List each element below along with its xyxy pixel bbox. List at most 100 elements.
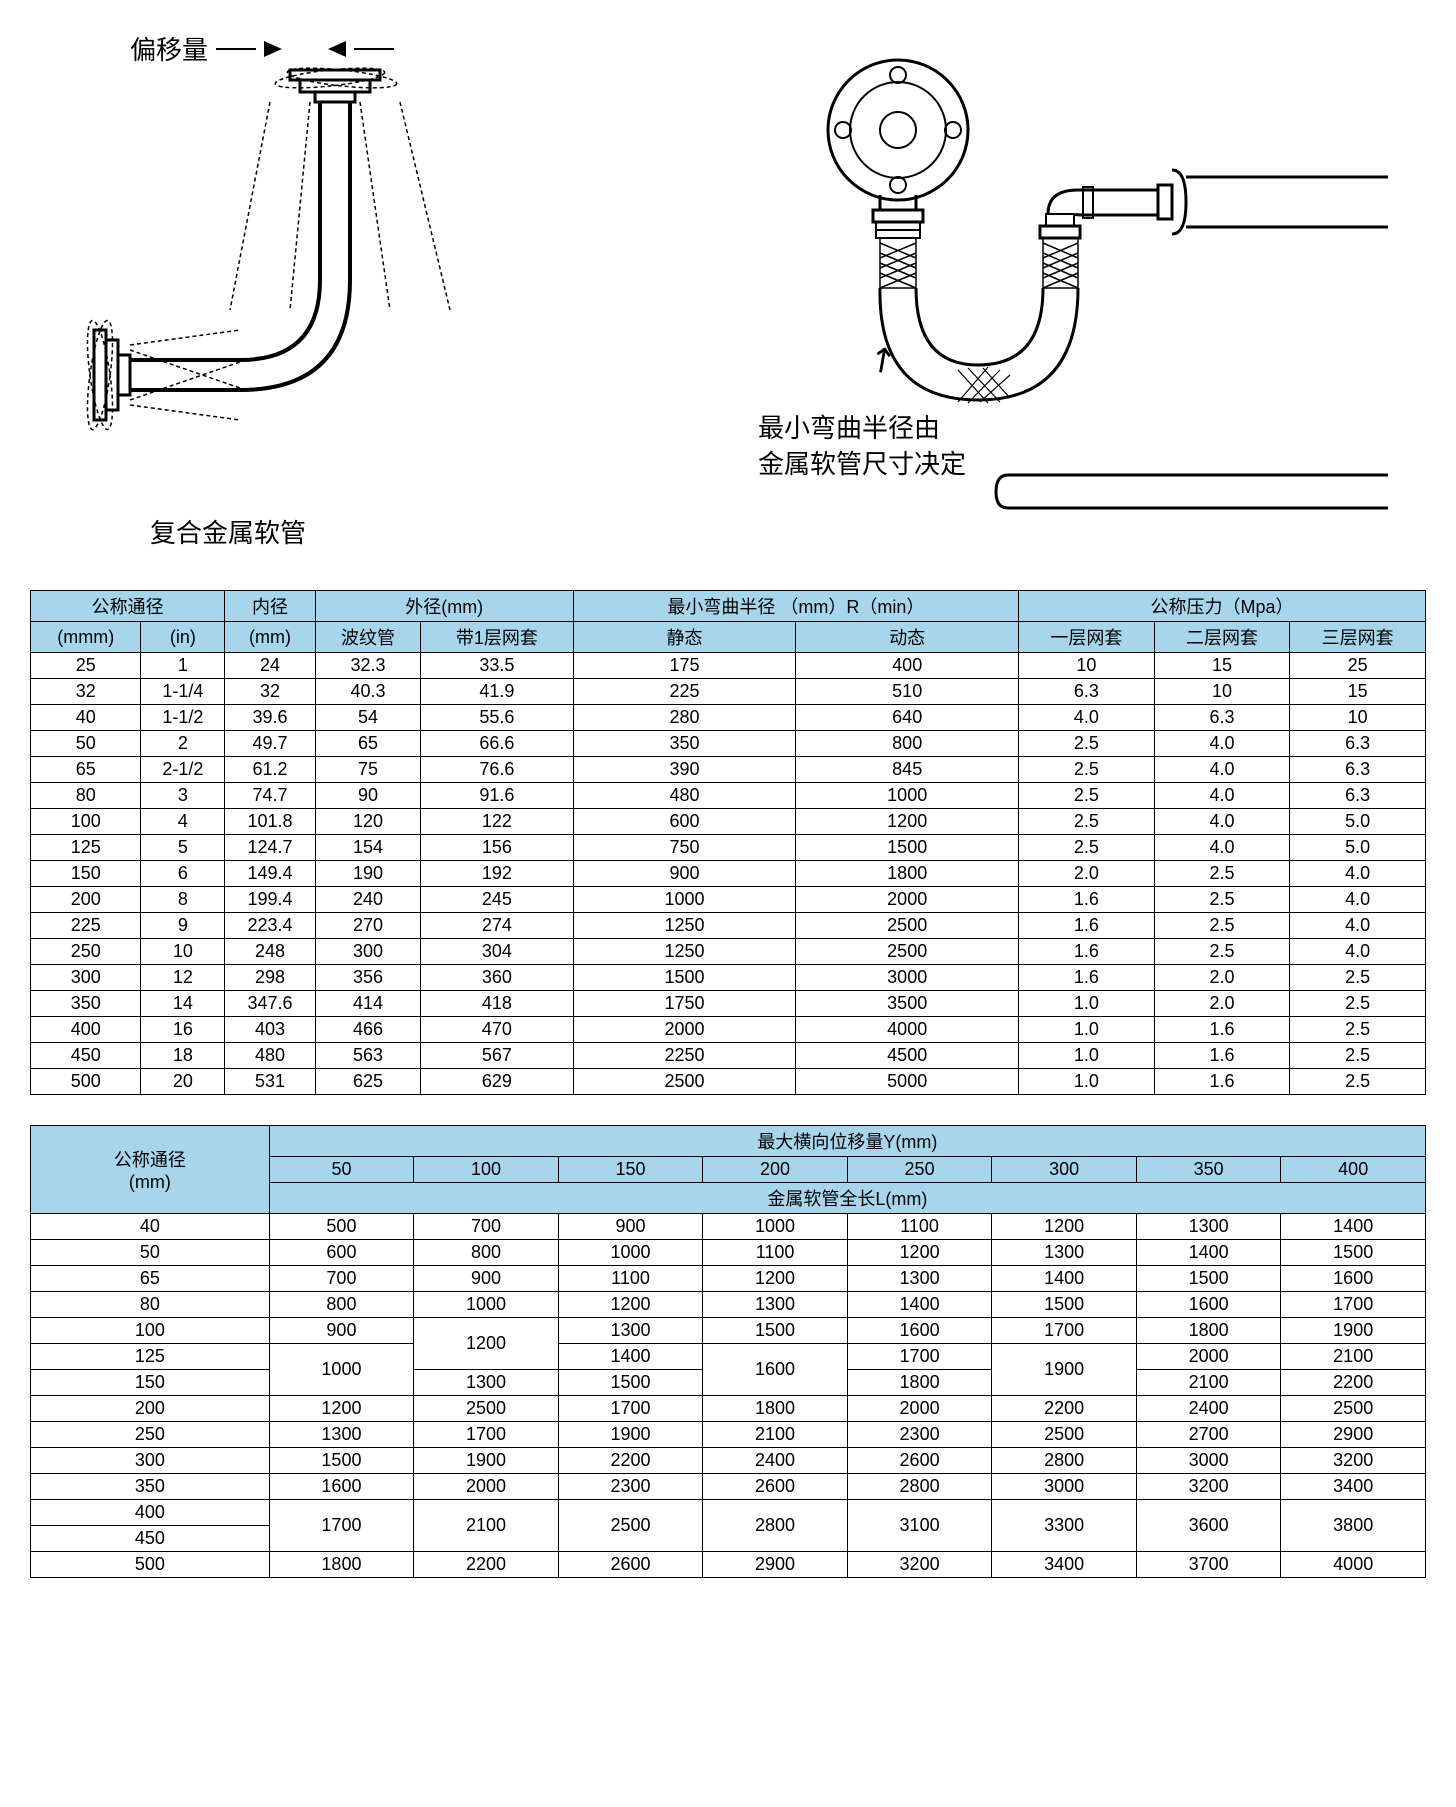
table-cell: 470 [421,1017,573,1043]
table-cell: 2.5 [1019,731,1155,757]
table-cell: 1500 [796,835,1019,861]
table-cell: 500 [269,1214,414,1240]
table-cell: 1100 [847,1214,992,1240]
table-cell: 2.5 [1154,887,1290,913]
table-row: 1009001200130015001600170018001900 [31,1318,1426,1344]
table-cell: 2600 [847,1448,992,1474]
table-cell: 414 [315,991,420,1017]
table-cell: 248 [225,939,316,965]
table-cell: 61.2 [225,757,316,783]
table-cell: 629 [421,1069,573,1095]
t2-col-header: 100 [414,1157,559,1183]
table-cell: 125 [31,1344,270,1370]
t1-h-outer: 外径(mm) [315,591,573,622]
table-cell: 5000 [796,1069,1019,1095]
table-row: 20012002500170018002000220024002500 [31,1396,1426,1422]
table-cell: 1-1/4 [141,679,225,705]
table-cell: 101.8 [225,809,316,835]
table-cell: 4.0 [1290,887,1426,913]
table-cell: 3000 [796,965,1019,991]
table-cell: 192 [421,861,573,887]
table-cell: 2400 [703,1448,848,1474]
table-cell: 3400 [992,1552,1137,1578]
table-cell: 2100 [414,1500,559,1552]
table-cell: 2.0 [1154,991,1290,1017]
table-cell: 2.5 [1154,861,1290,887]
table-cell: 700 [414,1214,559,1240]
table-cell: 3200 [1281,1448,1426,1474]
table-cell: 149.4 [225,861,316,887]
table-row: 50018002200260029003200340037004000 [31,1552,1426,1578]
table-cell: 1900 [558,1422,703,1448]
table-cell: 9 [141,913,225,939]
table-cell: 1200 [796,809,1019,835]
table-cell: 2000 [1136,1344,1281,1370]
table-cell: 1900 [1281,1318,1426,1344]
t2-col-header: 200 [703,1157,848,1183]
table-row: 652-1/261.27576.63908452.54.06.3 [31,757,1426,783]
table-cell: 2200 [414,1552,559,1578]
table-cell: 32.3 [315,653,420,679]
table-cell: 245 [421,887,573,913]
table-cell: 65 [31,757,141,783]
table-cell: 2.5 [1290,1069,1426,1095]
t1-h-layer3: 三层网套 [1290,622,1426,653]
table-cell: 563 [315,1043,420,1069]
table-cell: 625 [315,1069,420,1095]
table-cell: 3200 [1136,1474,1281,1500]
table-cell: 200 [31,1396,270,1422]
table-cell: 1300 [558,1318,703,1344]
table-cell: 1400 [1136,1240,1281,1266]
table-cell: 41.9 [421,679,573,705]
table-cell: 845 [796,757,1019,783]
right-caption-line1: 最小弯曲半径由 [758,413,940,443]
table-cell: 3800 [1281,1500,1426,1552]
t1-h-dynamic: 动态 [796,622,1019,653]
specs-table-1: 公称通径 内径 外径(mm) 最小弯曲半径 （mm）R（min） 公称压力（Mp… [30,590,1426,1095]
t1-h-static: 静态 [573,622,796,653]
table-cell: 18 [141,1043,225,1069]
table-cell: 1900 [992,1344,1137,1396]
table-cell: 6 [141,861,225,887]
table-cell: 1600 [269,1474,414,1500]
table-cell: 4.0 [1290,939,1426,965]
table-cell: 223.4 [225,913,316,939]
table-cell: 4.0 [1154,731,1290,757]
table-cell: 74.7 [225,783,316,809]
table-cell: 6.3 [1154,705,1290,731]
table-cell: 1.0 [1019,1069,1155,1095]
table-cell: 1700 [992,1318,1137,1344]
table-cell: 450 [31,1526,270,1552]
t2-h-lateral: 最大横向位移量Y(mm) [269,1126,1425,1157]
table-cell: 1.6 [1019,887,1155,913]
table-cell: 1600 [1136,1292,1281,1318]
table-cell: 150 [31,1370,270,1396]
table-cell: 1300 [269,1422,414,1448]
table-cell: 400 [31,1500,270,1526]
t2-h-nominal: 公称通径 (mm) [31,1126,270,1214]
diagrams-section: 偏移量 [30,30,1426,550]
table-cell: 2250 [573,1043,796,1069]
table-cell: 2600 [703,1474,848,1500]
table-cell: 225 [573,679,796,705]
table-row: 1506149.419019290018002.02.54.0 [31,861,1426,887]
t1-h-mm2: (mm) [225,622,316,653]
table-row: 30015001900220024002600280030003200 [31,1448,1426,1474]
table-cell: 24 [225,653,316,679]
table-cell: 6.3 [1290,731,1426,757]
table-cell: 1300 [703,1292,848,1318]
table-cell: 2800 [703,1500,848,1552]
table-cell: 1800 [1136,1318,1281,1344]
t2-col-header: 150 [558,1157,703,1183]
table-cell: 1600 [1281,1266,1426,1292]
table-cell: 4000 [1281,1552,1426,1578]
t1-h-nominal: 公称通径 [31,591,225,622]
table-cell: 1300 [847,1266,992,1292]
table-cell: 65 [315,731,420,757]
table-cell: 1000 [414,1292,559,1318]
table-row: 1255124.715415675015002.54.05.0 [31,835,1426,861]
table-cell: 418 [421,991,573,1017]
t1-h-mm: (mmm) [31,622,141,653]
table-row: 40017002100250028003100330036003800 [31,1500,1426,1526]
table-cell: 640 [796,705,1019,731]
